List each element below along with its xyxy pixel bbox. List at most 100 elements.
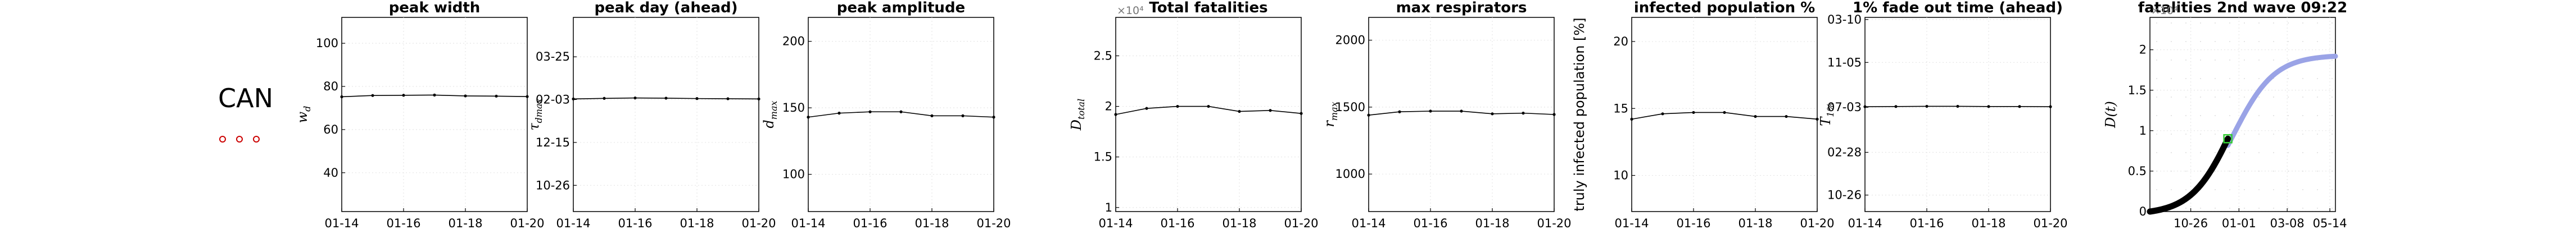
data-point-4: [464, 94, 467, 98]
bg-dot: [2156, 59, 2157, 61]
ytick-label-0: 100: [782, 168, 805, 181]
ytick-label-1: 15: [1613, 102, 1628, 115]
bg-dot: [2171, 189, 2172, 190]
y-axis-label: dmax: [761, 100, 779, 128]
bg-dot: [2200, 78, 2201, 79]
xtick-label-3: 01-20: [510, 217, 544, 230]
data-point-6: [1552, 113, 1556, 116]
bg-dot: [2258, 41, 2260, 42]
bg-dot: [2331, 171, 2333, 172]
ytick-label-1: 02-28: [1827, 145, 1862, 159]
panel-title: peak amplitude: [837, 0, 965, 16]
data-point-3: [1207, 104, 1210, 108]
bg-dot: [2200, 208, 2201, 209]
ytick-label-1: 0.5: [2128, 164, 2147, 178]
bg-dot: [2302, 78, 2303, 79]
bg-dot: [2171, 78, 2172, 79]
ytick-label-0: 10-26: [536, 178, 570, 192]
bg-dot: [2288, 22, 2289, 24]
projection-band: [2225, 53, 2338, 148]
data-point-4: [1754, 114, 1757, 118]
bg-dot: [2244, 22, 2245, 24]
bg-dot: [2156, 97, 2157, 98]
ytick-label-0: 0: [2139, 205, 2147, 218]
data-point-0: [807, 116, 810, 119]
bg-dot: [2215, 97, 2216, 98]
xtick-label-2: 01-18: [448, 217, 482, 230]
bg-dot: [2258, 208, 2260, 209]
bg-dot: [2258, 97, 2260, 98]
bg-dot: [2185, 171, 2186, 172]
bg-dot: [2200, 59, 2201, 61]
xtick-label-3: 01-20: [741, 217, 776, 230]
data-point-6: [526, 95, 529, 98]
xtick-label-0: 01-14: [1098, 217, 1133, 230]
bg-dot: [2171, 152, 2172, 153]
bg-dot: [2229, 78, 2230, 79]
bg-dot: [2317, 78, 2318, 79]
bg-dot: [2288, 189, 2289, 190]
ytick-label-1: 60: [323, 123, 338, 136]
bg-dot: [2273, 189, 2274, 190]
bg-dot: [2200, 22, 2201, 24]
bg-dot: [2273, 171, 2274, 172]
ytick-label-0: 1000: [1335, 167, 1365, 181]
bg-dot: [2215, 22, 2216, 24]
ytick-label-2: 07-03: [1827, 100, 1862, 114]
panel-title: peak width: [389, 0, 481, 16]
xtick-label-2: 01-18: [1738, 217, 1772, 230]
bg-dot: [2229, 171, 2230, 172]
bg-dot: [2156, 134, 2157, 135]
xtick-label-1: 01-16: [1909, 217, 1944, 230]
bg-dot: [2302, 152, 2303, 153]
bg-dot: [2288, 115, 2289, 116]
xtick-label-3: 01-20: [1284, 217, 1318, 230]
xtick-label-2: 01-18: [1222, 217, 1256, 230]
ytick-label-2: 02-03: [536, 93, 570, 106]
data-point-5: [726, 97, 730, 100]
bg-dot: [2288, 78, 2289, 79]
xtick-label-1: 01-16: [618, 217, 652, 230]
ytick-label-0: 10-26: [1827, 189, 1862, 202]
ytick-label-0: 1: [1105, 201, 1112, 214]
bg-dot: [2331, 97, 2333, 98]
bg-dot: [2244, 152, 2245, 153]
ytick-label-0: 10: [1613, 169, 1628, 182]
data-point-0: [340, 95, 343, 99]
bg-dot: [2317, 22, 2318, 24]
bg-dot: [2331, 208, 2333, 209]
bg-dot: [2258, 22, 2260, 24]
ytick-label-4: 2: [2139, 43, 2147, 57]
bg-dot: [2258, 78, 2260, 79]
data-point-1: [603, 97, 606, 100]
bg-dot: [2317, 208, 2318, 209]
bg-dot: [2156, 41, 2157, 42]
ytick-label-4: 03-10: [1827, 13, 1862, 26]
y-axis-label: truly infected population [%]: [1572, 17, 1587, 211]
xtick-label-2: 01-18: [914, 217, 949, 230]
panel-3: peak amplitude 100 150 200 dmax 01-14 01-16 01-…: [761, 0, 1011, 230]
bg-dot: [2244, 171, 2245, 172]
ytick-label-3: 11-05: [1827, 56, 1862, 69]
bg-dot: [2302, 41, 2303, 42]
data-point-6: [1300, 112, 1303, 115]
data-point-1: [1661, 112, 1664, 116]
exponent-label: ×10⁴: [2151, 4, 2178, 17]
axes-box: [1864, 17, 2051, 212]
bg-dot: [2244, 189, 2245, 190]
bg-dot: [2185, 41, 2186, 42]
bg-dot: [2171, 41, 2172, 42]
axes-box: [808, 17, 994, 212]
data-point-3: [1956, 104, 1959, 108]
data-point-0: [1630, 117, 1633, 121]
ytick-label-2: 2000: [1335, 34, 1365, 47]
y-axis-label: wd: [295, 106, 313, 123]
y-axis-label: τdmax: [526, 98, 544, 130]
bg-dot: [2156, 171, 2157, 172]
data-point-3: [664, 97, 668, 100]
bg-dot: [2156, 115, 2157, 116]
bg-dot: [2215, 78, 2216, 79]
bg-dot: [2273, 134, 2274, 135]
